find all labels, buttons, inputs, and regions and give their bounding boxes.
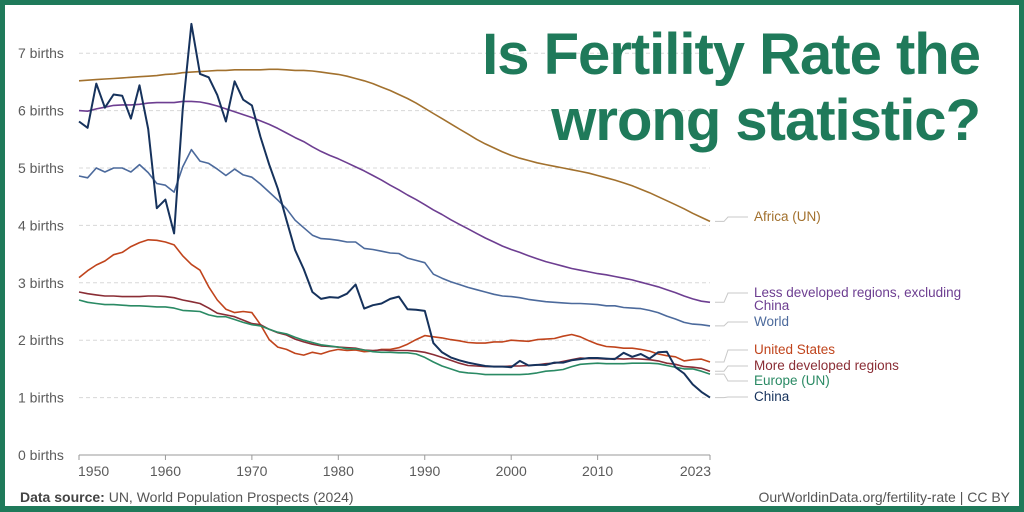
series-label: Africa (UN) — [754, 209, 821, 224]
y-tick-label: 0 births — [18, 447, 64, 463]
series-labels: Africa (UN) Less developed regions, exclu… — [715, 209, 961, 404]
label-connector — [715, 292, 748, 303]
label-connector — [715, 396, 748, 399]
data-source-label: Data source: — [20, 489, 105, 505]
y-tick-label: 3 births — [18, 275, 64, 291]
series-label: China — [754, 389, 790, 404]
label-connector — [715, 216, 748, 222]
series-lines — [78, 22, 711, 399]
series-line-world[interactable] — [78, 148, 711, 327]
x-tick-label: 1950 — [78, 463, 109, 479]
x-tick-label: 1970 — [236, 463, 267, 479]
x-axis: 1950 1960 1970 1980 1990 2000 2010 2023 — [78, 454, 711, 479]
y-tick-label: 4 births — [18, 217, 64, 233]
y-tick-label: 5 births — [18, 160, 64, 176]
label-connector — [715, 321, 748, 327]
x-tick-label: 2010 — [582, 463, 613, 479]
label-connector — [715, 365, 748, 372]
headline-line-1: Is Fertility Rate the — [482, 22, 981, 87]
series-label: Europe (UN) — [754, 373, 830, 388]
series-label: More developed regions — [754, 358, 899, 373]
y-tick-label: 2 births — [18, 332, 64, 348]
headline: Is Fertility Rate the wrong statistic? — [482, 22, 981, 154]
series-label-cont: China — [754, 298, 790, 313]
x-tick-label: 1960 — [150, 463, 181, 479]
series-line-africa-un[interactable] — [78, 68, 711, 223]
x-tick-label: 1990 — [409, 463, 440, 479]
x-tick-label: 2000 — [496, 463, 527, 479]
x-tick-label: 2023 — [680, 463, 711, 479]
series-line-europe-un[interactable] — [78, 299, 711, 376]
label-connector — [715, 349, 748, 363]
series-label: World — [754, 314, 789, 329]
data-source: Data source: UN, World Population Prospe… — [20, 489, 354, 505]
label-connector — [715, 373, 748, 382]
y-tick-label: 6 births — [18, 103, 64, 119]
series-label: United States — [754, 342, 835, 357]
grid-lines — [79, 52, 710, 399]
y-axis-ticks: 0 births 1 births 2 births 3 births 4 births… — [18, 45, 64, 463]
series-label: Less developed regions, excluding — [754, 285, 961, 300]
series-line-china[interactable] — [78, 22, 711, 399]
y-tick-label: 1 births — [18, 390, 64, 406]
data-source-text: UN, World Population Prospects (2024) — [108, 489, 354, 505]
x-tick-label: 1980 — [323, 463, 354, 479]
credit-link[interactable]: OurWorldinData.org/fertility-rate | CC B… — [758, 489, 1010, 505]
series-line-united-states[interactable] — [78, 239, 711, 363]
y-tick-label: 7 births — [18, 45, 64, 61]
headline-line-2: wrong statistic? — [551, 88, 981, 153]
